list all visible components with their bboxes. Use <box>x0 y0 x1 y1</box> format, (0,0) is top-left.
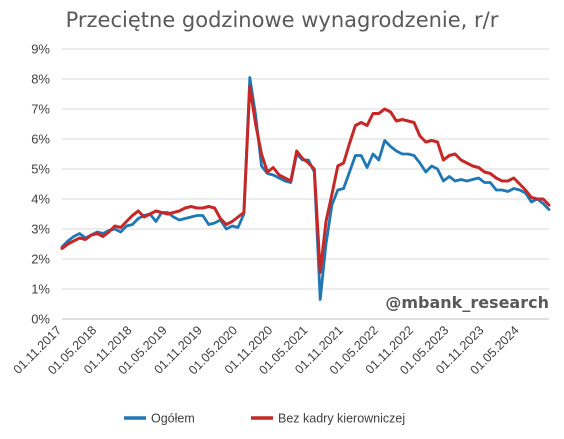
y-tick-label: 7% <box>31 102 50 117</box>
grid-lines <box>62 48 549 320</box>
watermark-text: @mbank_research <box>385 293 549 312</box>
y-tick-label: 1% <box>31 282 50 297</box>
y-tick-label: 0% <box>31 312 50 327</box>
legend-label: Ogółem <box>151 412 195 426</box>
y-tick-label: 9% <box>31 42 50 57</box>
y-tick-label: 8% <box>31 72 50 87</box>
y-axis-tick-labels: 0% 1% 2% 3% 4% 5% 6% 7% 8% 9% <box>31 42 50 327</box>
y-tick-label: 5% <box>31 162 50 177</box>
y-tick-label: 6% <box>31 132 50 147</box>
legend: Ogółem Bez kadry kierowniczej <box>124 412 405 426</box>
series-lines <box>60 76 551 301</box>
legend-label: Bez kadry kierowniczej <box>278 412 405 426</box>
chart-title: Przeciętne godzinowe wynagrodzenie, r/r <box>65 8 499 32</box>
y-tick-label: 4% <box>31 192 50 207</box>
series-line-1 <box>60 76 551 301</box>
y-tick-label: 3% <box>31 222 50 237</box>
series-line-2 <box>60 85 551 274</box>
x-axis-tick-labels: 01.11.201701.05.201801.11.201801.05.2019… <box>11 323 522 377</box>
y-tick-label: 2% <box>31 252 50 267</box>
